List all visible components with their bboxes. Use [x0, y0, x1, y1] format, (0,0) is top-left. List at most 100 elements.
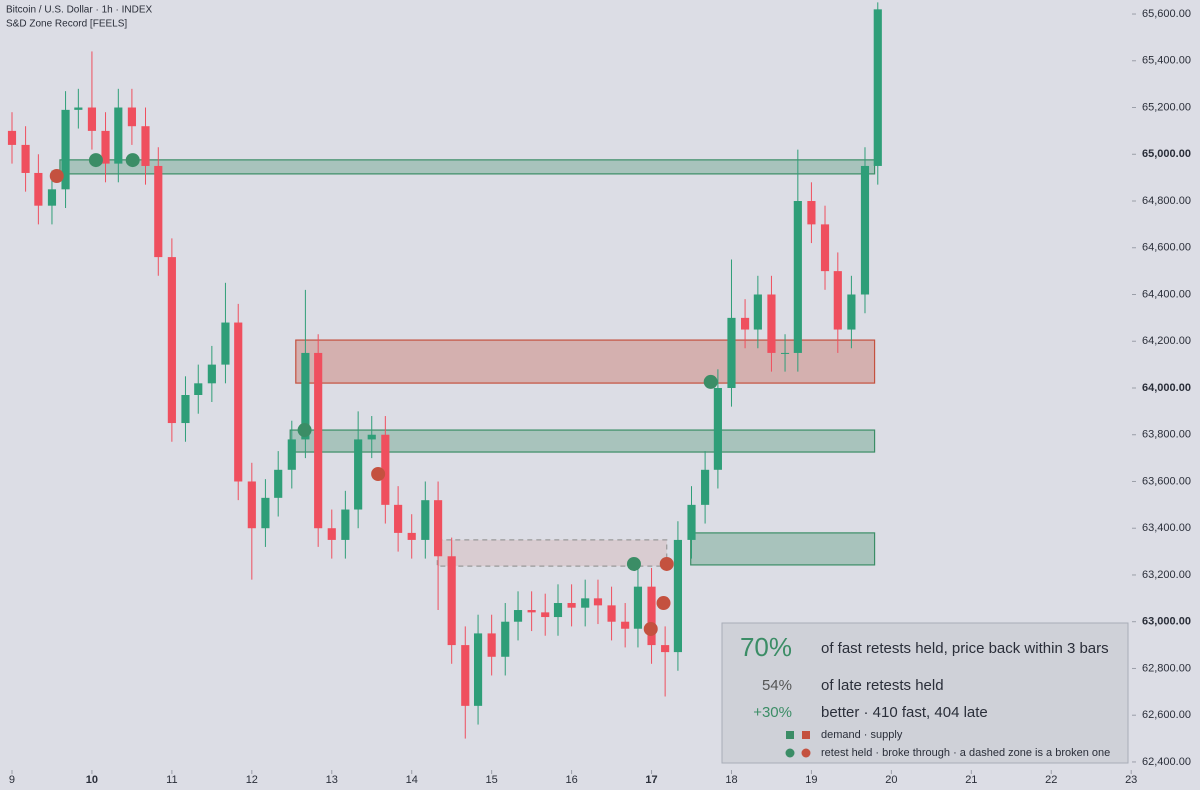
candle-body	[354, 439, 363, 510]
candle-body	[793, 201, 802, 353]
candle-body	[701, 469, 710, 505]
y-tick-label: 62,800.00	[1142, 662, 1191, 674]
candle-body	[873, 9, 882, 166]
y-tick-label: 62,400.00	[1142, 756, 1191, 768]
stat-label: of late retests held	[821, 677, 944, 694]
x-tick-label: 15	[486, 774, 498, 786]
candle-body	[194, 383, 203, 395]
candle-body	[567, 603, 576, 608]
candle-body	[421, 500, 430, 540]
y-tick-label: 63,400.00	[1142, 522, 1191, 534]
x-tick-label: 11	[166, 774, 177, 786]
legend-dot	[801, 748, 811, 758]
candle-body	[820, 224, 830, 272]
candle-body	[221, 322, 230, 365]
candle-body	[661, 645, 670, 653]
x-tick-label: 19	[805, 774, 817, 786]
x-tick-label: 22	[1045, 774, 1057, 786]
stat-value: 54%	[762, 677, 792, 694]
x-tick-label: 13	[326, 774, 338, 786]
y-tick-label: 63,800.00	[1142, 429, 1191, 441]
candle-body	[833, 271, 842, 330]
candle-body	[47, 189, 57, 206]
y-tick-label: 64,200.00	[1142, 335, 1191, 347]
x-tick-label: 14	[406, 774, 418, 786]
y-tick-label: 64,600.00	[1142, 242, 1191, 254]
retest-dot	[371, 467, 386, 481]
legend-swatch	[786, 731, 794, 739]
y-tick-label: 62,600.00	[1142, 709, 1191, 721]
candle-body	[327, 528, 336, 540]
retest-dot	[125, 153, 140, 168]
y-tick-label: 65,400.00	[1142, 55, 1191, 67]
candle-body	[207, 364, 216, 384]
candle-body	[647, 586, 656, 646]
stat-value: 70%	[740, 632, 792, 662]
x-tick-label: 17	[645, 774, 657, 786]
stat-label: of fast retests held, price back within …	[821, 640, 1109, 657]
candle-body	[687, 504, 696, 540]
candle-body	[21, 144, 30, 173]
legend-swatch	[802, 731, 810, 739]
retest-dot	[703, 374, 718, 389]
y-tick-label: 64,000.00	[1142, 382, 1191, 394]
candle-body	[473, 633, 483, 706]
retest-dot	[656, 596, 671, 611]
candle-body	[127, 107, 136, 127]
candle-body	[727, 317, 736, 388]
x-tick-label: 18	[725, 774, 737, 786]
candle-body	[527, 610, 536, 613]
candle-body	[274, 469, 283, 498]
candle-body	[447, 556, 456, 646]
candle-body	[87, 107, 97, 131]
candle-body	[434, 500, 443, 557]
y-tick-label: 65,200.00	[1142, 101, 1191, 113]
candle-body	[501, 621, 510, 657]
y-tick-label: 63,200.00	[1142, 569, 1191, 581]
x-tick-label: 12	[246, 774, 258, 786]
x-tick-label: 9	[9, 774, 15, 786]
candle-body	[61, 109, 70, 190]
retest-dot	[626, 556, 641, 571]
chart-subtitle: S&D Zone Record [FEELS]	[6, 19, 127, 30]
zone	[59, 159, 876, 175]
candle-body	[461, 645, 470, 706]
y-tick-label: 64,800.00	[1142, 195, 1191, 207]
candle-body	[633, 586, 643, 629]
zone	[690, 532, 876, 566]
retest-dot	[643, 621, 658, 636]
legend-text: demand · supply	[821, 729, 903, 741]
candle-body	[767, 294, 776, 353]
candle-body	[314, 352, 323, 529]
candle-body	[7, 130, 17, 145]
stats-panel: 70% of fast retests held, price back wit…	[721, 622, 1129, 764]
y-tick-label: 65,600.00	[1142, 8, 1191, 20]
panel-box	[721, 622, 1129, 764]
candle-body	[713, 387, 722, 470]
retest-dot	[88, 153, 103, 168]
candle-body	[301, 352, 310, 440]
candle-body	[860, 165, 870, 295]
stat-value: +30%	[753, 704, 792, 721]
candle-body	[34, 172, 43, 206]
candle-body	[74, 107, 83, 110]
candle-body	[487, 633, 496, 657]
candle-body	[593, 598, 603, 606]
x-tick-label: 21	[965, 774, 977, 786]
x-tick-label: 20	[885, 774, 897, 786]
plot-area	[7, 2, 882, 739]
legend-dot	[785, 748, 795, 758]
candle-body	[513, 610, 523, 622]
y-tick-label: 64,400.00	[1142, 288, 1191, 300]
candle-body	[154, 165, 163, 258]
axes: 62,400.00 62,600.00 62,800.00 63,000.00 63,2…	[9, 8, 1191, 786]
x-tick-label: 23	[1125, 774, 1137, 786]
x-tick-label: 16	[565, 774, 577, 786]
candle-body	[381, 434, 390, 505]
legend-text: retest held · broke through · a dashed z…	[821, 747, 1110, 759]
candle-body	[553, 603, 563, 618]
stat-label: better · 410 fast, 404 late	[821, 704, 988, 721]
y-tick-label: 65,000.00	[1142, 148, 1191, 160]
candle-body	[621, 621, 630, 629]
